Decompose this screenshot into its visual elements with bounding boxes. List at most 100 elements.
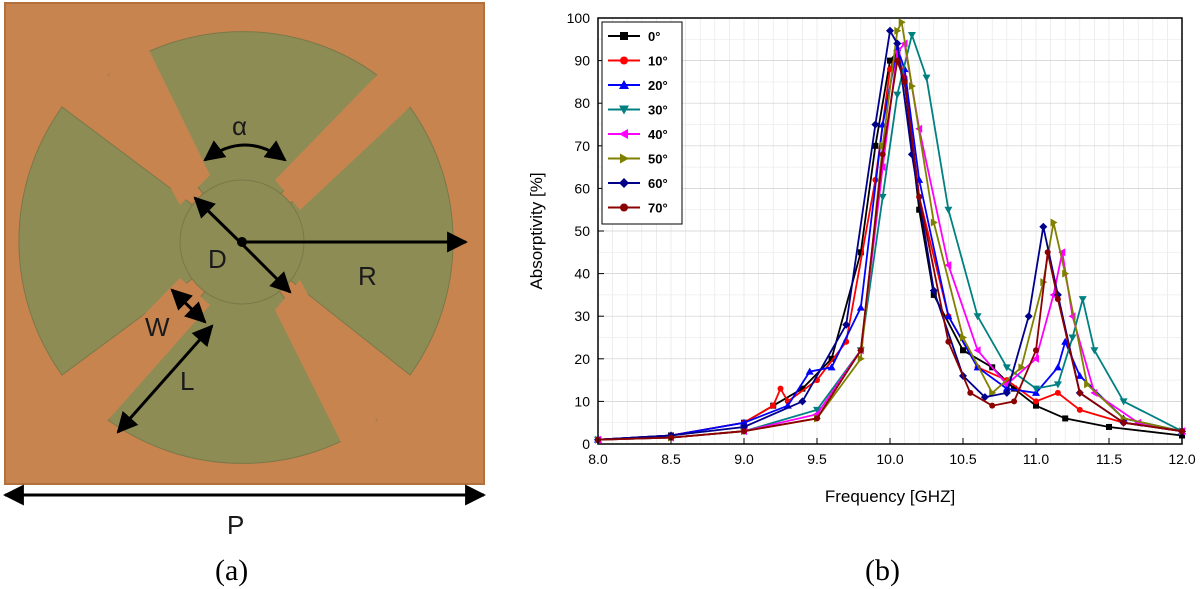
data-point: [922, 74, 931, 82]
x-tick-label: 9.0: [734, 451, 754, 467]
data-point: [1050, 218, 1058, 227]
data-point: [973, 313, 982, 321]
x-tick-label: 10.5: [949, 451, 976, 467]
data-point: [967, 389, 974, 396]
legend-item: 30°: [608, 103, 668, 118]
data-point: [1024, 312, 1033, 321]
data-point: [945, 338, 952, 345]
data-point: [740, 422, 748, 431]
data-point: [980, 393, 989, 402]
data-point: [620, 56, 628, 65]
series-line: [597, 44, 1183, 441]
center-dot: [237, 237, 247, 247]
x-tick-label: 10.0: [876, 451, 903, 467]
legend-box: [601, 21, 683, 225]
p-label: P: [227, 510, 244, 540]
dimension-arrows: [2, 140, 487, 506]
data-point: [1053, 381, 1062, 389]
data-point: [894, 57, 901, 64]
data-point: [878, 163, 886, 172]
data-point: [619, 105, 629, 115]
y-tick-label: 40: [574, 266, 590, 282]
data-point: [1032, 385, 1040, 393]
y-tick-label: 20: [574, 351, 590, 367]
data-point: [887, 57, 893, 64]
data-point: [973, 346, 981, 355]
data-point: [1120, 419, 1127, 426]
y-tick-label: 90: [574, 53, 590, 69]
data-point: [944, 206, 953, 214]
data-point: [805, 367, 814, 375]
x-tick-label: 11.0: [1023, 451, 1049, 467]
data-point: [916, 193, 923, 200]
w-label: W: [145, 312, 170, 342]
x-axis-label: Frequency [GHZ]: [825, 487, 955, 506]
legend-item: 50°: [608, 152, 668, 167]
data-point: [1039, 222, 1048, 231]
data-point: [907, 32, 916, 40]
data-point: [1075, 371, 1084, 379]
absorptivity-chart: 8.0 8.5 9.0 9.5 10.0 10.5 11.0 11.5 12.0 0 10 20 30 4…: [527, 10, 1196, 587]
legend-label: 70°: [648, 201, 668, 216]
data-point: [1061, 337, 1070, 345]
data-point: [1062, 269, 1070, 278]
data-point: [619, 129, 628, 139]
data-point: [777, 385, 784, 392]
data-point: [1179, 432, 1185, 439]
legend-item: 0°: [608, 29, 660, 44]
data-point: [1054, 296, 1061, 303]
data-point: [1033, 347, 1039, 354]
data-point: [1078, 296, 1087, 304]
data-point: [620, 203, 628, 212]
x-tick-label: 8.5: [661, 451, 681, 467]
data-point: [857, 249, 864, 256]
data-point: [907, 150, 916, 159]
y-tick-label: 70: [574, 138, 590, 154]
x-tick-label: 8.0: [588, 451, 608, 467]
data-point: [741, 428, 747, 435]
data-point: [813, 406, 821, 414]
data-point: [1044, 249, 1051, 256]
legend-label: 30°: [648, 103, 668, 118]
data-point: [1179, 428, 1185, 435]
data-point: [944, 261, 952, 270]
data-point: [1011, 398, 1018, 405]
legend-item: 70°: [608, 201, 668, 216]
data-point: [619, 178, 629, 188]
y-tick-label: 0: [582, 436, 590, 452]
data-point: [1084, 380, 1092, 389]
x-tick-label: 9.5: [807, 451, 827, 467]
data-point: [770, 402, 777, 409]
data-point: [893, 39, 902, 48]
data-point: [989, 402, 996, 409]
data-point: [960, 333, 967, 342]
data-point: [878, 193, 887, 201]
data-point: [871, 120, 880, 129]
y-axis-label: Absorptivity [%]: [527, 172, 546, 289]
data-point: [1018, 363, 1026, 372]
data-point: [916, 206, 923, 213]
y-tick-label: 100: [567, 10, 591, 26]
data-point: [1058, 248, 1066, 257]
data-point: [1076, 389, 1083, 396]
data-point: [879, 151, 886, 158]
data-point: [856, 303, 865, 311]
data-point: [1062, 415, 1069, 422]
data-point: [842, 320, 851, 329]
data-point: [799, 385, 806, 392]
data-point: [989, 388, 997, 397]
y-tick-label: 30: [574, 308, 590, 324]
legend-label: 60°: [648, 176, 668, 191]
data-point: [901, 78, 908, 85]
data-point: [814, 415, 820, 422]
data-point: [944, 312, 953, 320]
l-label: L: [180, 366, 194, 396]
data-point: [740, 418, 748, 426]
series-7: [595, 57, 1185, 443]
data-point: [930, 218, 938, 227]
data-point: [960, 347, 966, 354]
legend-item: 40°: [608, 127, 668, 142]
data-point: [1002, 388, 1011, 397]
data-point: [908, 82, 916, 91]
data-point: [1011, 385, 1018, 392]
